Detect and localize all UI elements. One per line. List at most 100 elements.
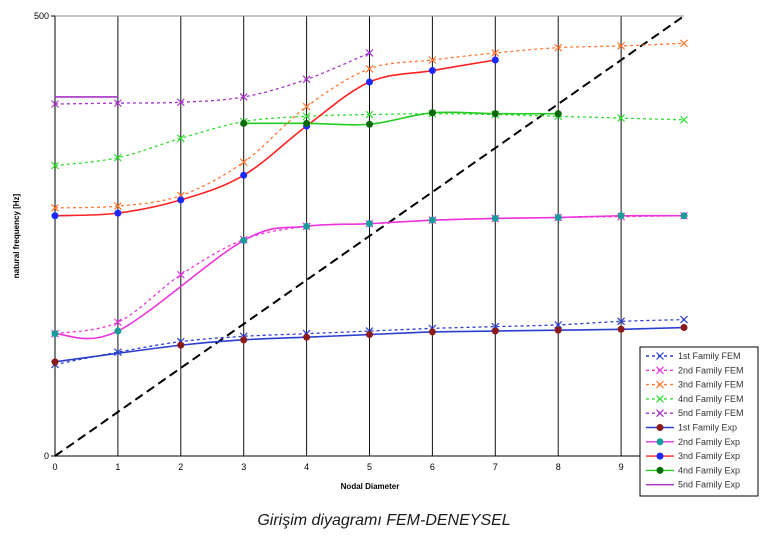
legend-label: 2nd Family Exp	[678, 437, 740, 447]
legend-item: 4nd Family Exp	[646, 465, 740, 475]
data-point	[617, 212, 625, 220]
axes	[51, 15, 684, 457]
data-point	[113, 318, 122, 327]
data-point	[239, 93, 248, 101]
series-6	[51, 212, 688, 340]
data-point	[177, 341, 185, 349]
y-tick-label: 0	[44, 451, 49, 461]
series-8	[240, 109, 562, 128]
data-point	[428, 328, 436, 336]
data-point	[366, 331, 373, 339]
data-point	[491, 214, 499, 222]
x-tick-label: 1	[115, 462, 120, 472]
data-point	[51, 100, 59, 108]
diagonal-line	[54, 15, 685, 457]
data-point	[680, 212, 688, 220]
data-point	[51, 358, 59, 366]
data-point	[113, 153, 122, 162]
chart-caption: Girişim diyagramı FEM-DENEYSEL	[257, 512, 511, 529]
legend-marker	[656, 394, 664, 403]
legend-item: 3nd Family FEM	[646, 380, 744, 390]
legend-marker	[656, 452, 664, 460]
x-tick-label: 9	[619, 462, 624, 472]
legend-marker	[656, 424, 664, 431]
data-point	[554, 214, 562, 222]
data-point	[303, 222, 311, 230]
data-point	[428, 216, 436, 224]
series-line	[54, 59, 496, 217]
data-point	[491, 56, 499, 64]
legend: 1st Family FEM 2nd Family FEM 3nd Family F…	[639, 346, 759, 497]
data-point	[302, 75, 311, 84]
legend-item: 2nd Family FEM	[646, 365, 744, 375]
data-point	[491, 49, 500, 57]
y-tick-label: 500	[34, 11, 49, 21]
data-point	[617, 114, 626, 123]
legend-label: 1st Family FEM	[678, 351, 741, 361]
legend-label: 2nd Family FEM	[678, 365, 744, 375]
data-point	[680, 115, 688, 124]
data-point	[113, 99, 122, 108]
data-point	[51, 203, 59, 212]
legend-label: 5nd Family FEM	[678, 408, 744, 418]
series-line	[54, 215, 685, 335]
data-point	[240, 171, 248, 179]
x-tick-label: 0	[52, 462, 57, 472]
x-tick-label: 7	[493, 462, 498, 472]
data-point	[554, 320, 563, 329]
series-line	[54, 326, 685, 363]
data-point	[491, 110, 499, 118]
x-tick-label: 6	[430, 462, 435, 472]
series-line	[243, 111, 559, 126]
legend-label: 3nd Family FEM	[678, 380, 744, 390]
data-point	[51, 212, 59, 220]
x-tick-label: 3	[241, 462, 246, 472]
data-point	[554, 110, 562, 118]
data-point	[113, 348, 122, 357]
legend-marker	[656, 380, 664, 389]
y-axis-label: natural frequency [Hz]	[12, 193, 21, 278]
x-tick-label: 4	[304, 462, 309, 472]
data-point	[554, 326, 562, 334]
data-point	[303, 333, 311, 341]
legend-item: 1st Family Exp	[646, 423, 737, 433]
data-point	[365, 64, 374, 73]
legend-marker	[656, 438, 664, 446]
legend-marker	[656, 466, 664, 474]
legend-item: 5nd Family Exp	[646, 480, 740, 490]
legend-marker	[656, 352, 664, 360]
series-lines	[51, 15, 688, 457]
legend-label: 4nd Family FEM	[678, 394, 744, 404]
data-point	[365, 49, 374, 57]
data-point	[113, 202, 122, 211]
data-point	[366, 120, 373, 128]
data-point	[240, 336, 248, 344]
legend-item: 2nd Family Exp	[646, 437, 740, 447]
data-point	[554, 43, 563, 52]
data-point	[617, 325, 625, 333]
data-point	[51, 330, 59, 338]
data-point	[177, 196, 185, 204]
data-point	[176, 270, 185, 279]
data-point	[617, 41, 626, 50]
data-point	[680, 39, 688, 48]
data-point	[239, 158, 248, 167]
data-point	[176, 134, 185, 143]
data-point	[428, 67, 436, 75]
tick-labels: 0 1 2 3 4 5 6 7 8 9 0 500	[34, 11, 624, 472]
interference-diagram: 0 1 2 3 4 5 6 7 8 9 0 500 Nodal Diameter natural fr…	[12, 11, 759, 497]
series-line	[54, 214, 685, 340]
data-point	[680, 324, 688, 332]
data-point	[303, 119, 311, 127]
series-4	[51, 49, 374, 108]
legend-marker	[656, 366, 664, 375]
series-3	[51, 109, 688, 170]
data-point	[114, 327, 122, 335]
data-point	[302, 112, 311, 121]
data-point	[114, 209, 122, 217]
data-point	[240, 119, 248, 127]
data-point	[365, 110, 374, 119]
data-point	[51, 161, 59, 170]
legend-marker	[656, 409, 664, 418]
legend-item: 3nd Family Exp	[646, 451, 740, 461]
